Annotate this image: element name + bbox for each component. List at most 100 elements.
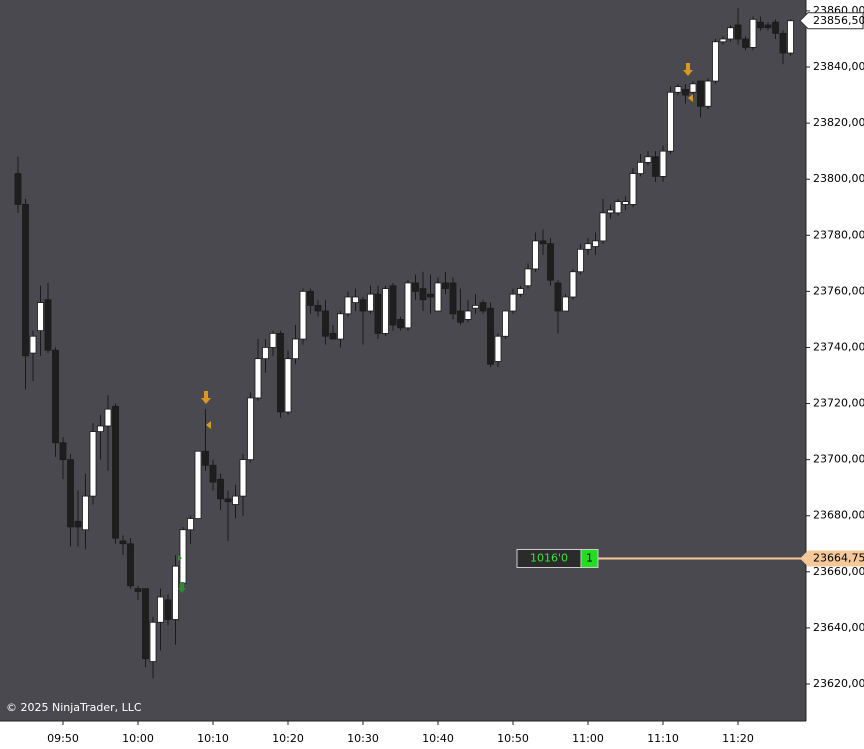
candle-body: [577, 248, 584, 273]
candle-body: [674, 86, 682, 93]
candle-body: [89, 431, 97, 497]
candle-body: [134, 588, 142, 592]
candle-body: [659, 150, 667, 177]
candle-body: [494, 335, 502, 362]
candle-body: [82, 495, 89, 531]
y-tick-label: 23760,00: [813, 284, 864, 297]
order-price-tag: [800, 550, 864, 567]
candle-body: [232, 495, 239, 505]
x-tick-label: 10:00: [122, 732, 154, 745]
candle-body: [524, 268, 532, 287]
candle-body: [652, 156, 659, 177]
entry-marker: [178, 582, 186, 593]
candle-body: [787, 20, 794, 54]
candle-body: [779, 32, 787, 54]
candle-body: [457, 310, 464, 323]
candle-body: [599, 212, 607, 242]
candle-body: [539, 240, 547, 245]
candle-body: [97, 425, 104, 432]
copyright: © 2025 NinjaTrader, LLC: [6, 701, 142, 714]
candle-body: [689, 83, 697, 93]
candle-body: [269, 333, 277, 348]
order-position: 1016'0: [530, 551, 568, 564]
candle-body: [472, 304, 479, 309]
candle-body: [149, 621, 157, 662]
candle-body: [217, 478, 224, 500]
candle-body: [719, 38, 727, 43]
x-tick-label: 10:40: [422, 732, 454, 745]
candle-body: [337, 313, 344, 340]
exit-marker: [688, 94, 693, 102]
candle-body: [382, 288, 389, 334]
candle-body: [697, 80, 704, 107]
candle-body: [637, 161, 644, 174]
y-tick-label: 23720,00: [813, 397, 864, 410]
candle-body: [427, 293, 434, 298]
candle-body: [592, 240, 599, 247]
y-tick-label: 23820,00: [813, 116, 864, 129]
candle-body: [772, 21, 779, 34]
x-tick-label: 11:00: [572, 732, 604, 745]
y-tick-label: 23640,00: [813, 621, 864, 634]
candle-body: [389, 285, 397, 326]
candle-body: [239, 459, 247, 497]
candle-body: [547, 243, 554, 281]
candle-body: [247, 397, 254, 461]
candle-body: [14, 173, 22, 205]
candle-body: [434, 282, 442, 312]
x-tick-label: 10:20: [272, 732, 304, 745]
candle-body: [157, 596, 164, 623]
candle-body: [142, 588, 149, 660]
candle-body: [532, 240, 539, 270]
candle-body: [202, 450, 209, 466]
signal-arrow: [201, 391, 211, 404]
candle-body: [397, 319, 404, 329]
plot-area: [0, 0, 806, 721]
candle-body: [404, 282, 412, 329]
y-tick-label: 23800,00: [813, 172, 864, 185]
candle-body: [254, 358, 262, 399]
x-tick-label: 10:10: [197, 732, 229, 745]
candle-body: [517, 288, 524, 295]
candle-body: [442, 282, 449, 289]
candle-body: [299, 290, 307, 340]
candle-body: [554, 282, 562, 312]
y-tick-label: 23700,00: [813, 453, 864, 466]
candle-body: [607, 209, 614, 214]
x-tick-label: 09:50: [47, 732, 79, 745]
candle-body: [127, 543, 134, 587]
candle-body: [307, 290, 314, 306]
x-tick-label: 11:10: [647, 732, 679, 745]
candle-body: [359, 299, 367, 312]
candle-body: [119, 540, 127, 545]
candle-body: [569, 271, 577, 298]
candle-body: [487, 307, 494, 365]
signal-arrow: [683, 63, 693, 76]
candle-body: [682, 89, 689, 96]
candle-body: [262, 347, 269, 360]
order-quantity: 1: [586, 551, 593, 564]
candle-body: [209, 464, 217, 483]
candle-body: [502, 310, 509, 337]
candle-body: [37, 302, 44, 332]
candle-body: [172, 565, 179, 620]
candle-body: [667, 91, 674, 152]
candle-body: [509, 293, 517, 312]
entry-marker: [178, 555, 182, 561]
x-tick-label: 11:20: [722, 732, 754, 745]
exit-marker: [206, 421, 211, 429]
candle-body: [727, 27, 734, 40]
candle-body: [187, 518, 194, 531]
order-price-label: 23664,75: [813, 551, 864, 564]
candle-body: [449, 282, 457, 315]
candle-body: [374, 293, 382, 334]
candle-body: [757, 21, 764, 29]
y-tick-label: 23780,00: [813, 228, 864, 241]
candle-body: [29, 335, 37, 354]
last-price-tag: [799, 12, 864, 30]
candle-body: [764, 24, 772, 29]
candle-body: [52, 349, 59, 444]
candle-body: [194, 450, 202, 519]
candle-body: [352, 296, 359, 303]
